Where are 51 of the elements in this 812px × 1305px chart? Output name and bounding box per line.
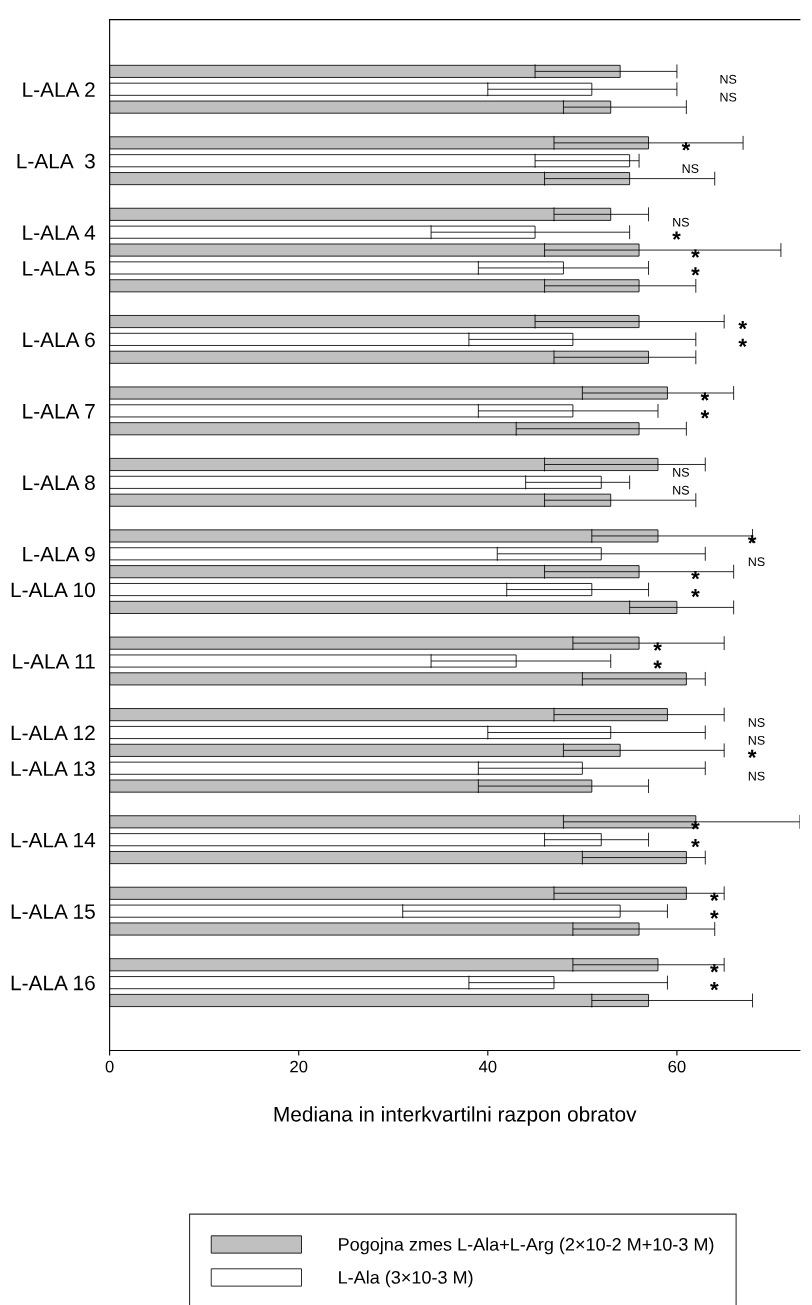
annotation: * [710,892,719,901]
annotation: * [691,821,700,830]
y-tick-label: L-ALA 6 [23,332,95,348]
annotation: * [691,588,700,598]
annotation: * [672,231,681,240]
annotation: NS [673,217,689,227]
annotation: * [691,249,700,258]
x-axis-title: Mediana in interkvartilni razpon obratov [274,1106,637,1126]
y-tick-label: L-ALA 4 [23,225,96,240]
y-tick-label: L-ALA 13 [11,761,95,776]
x-tick-label: 60 [668,1060,686,1073]
annotation: NS [673,485,689,495]
y-tick-label: L-ALA 12 [11,725,95,741]
annotation: * [710,964,719,973]
annotation: * [738,320,747,330]
annotation: * [691,571,700,580]
annotation: NS [748,557,765,567]
x-tick-label: 20 [290,1060,308,1073]
y-tick-label: L-ALA 2 [23,82,95,97]
annotation: NS [673,467,689,477]
y-tick-label: L-ALA 8 [23,475,95,491]
annotation: * [710,910,719,919]
y-tick-label: L-ALA 11 [13,654,95,669]
annotation: NS [720,74,737,84]
annotation: * [691,267,700,276]
annotation: * [700,410,710,419]
legend-label: L-Ala (3×10-3 M) [339,1270,473,1288]
annotation: * [681,142,691,151]
annotation: * [691,839,700,848]
annotation: * [747,749,757,759]
annotation: * [700,392,710,401]
y-tick-label: L-ALA 10 [11,582,95,598]
y-tick-label: L-ALA 9 [23,546,95,562]
y-tick-label: L-ALA 3 [17,153,95,169]
annotation: NS [720,92,737,102]
y-tick-label: L-ALA 15 [11,904,95,919]
annotation: * [653,642,662,651]
annotation: * [710,982,719,991]
y-tick-label: L-ALA 5 [23,261,95,276]
x-tick-label: 0 [105,1060,114,1073]
annotation: NS [748,771,765,781]
y-tick-label: L-ALA 7 [23,404,95,419]
annotation: NS [748,735,765,745]
y-tick-label: L-ALA 14 [11,832,96,848]
annotation: NS [748,718,765,727]
y-tick-label: L-ALA 16 [11,975,95,991]
x-tick-label: 40 [478,1060,497,1073]
annotation: NS [682,164,699,174]
legend-label: Pogojna zmes L-Ala+L-Arg (2×10-2 M+10-3 M) [339,1237,714,1255]
annotation: * [738,338,747,348]
annotation: * [653,660,662,669]
